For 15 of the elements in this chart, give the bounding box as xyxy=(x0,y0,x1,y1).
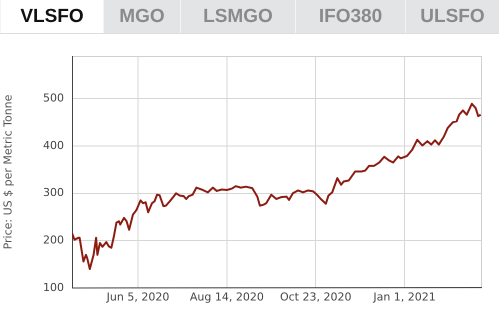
x-tick-label: Oct 23, 2020 xyxy=(280,290,352,304)
y-tick-label: 500 xyxy=(43,91,64,104)
y-tick-label: 400 xyxy=(43,138,64,152)
text: ULSFO xyxy=(405,0,499,33)
x-tick-label: Aug 14, 2020 xyxy=(190,290,264,304)
text: IFO380 xyxy=(295,0,405,33)
y-tick-label: 100 xyxy=(43,280,64,294)
chart-title: VLSFO xyxy=(0,0,103,33)
x-tick-label: Jun 5, 2020 xyxy=(106,290,170,304)
y-tick-label: 300 xyxy=(43,186,64,200)
text: MGO xyxy=(103,0,180,33)
text: LSMGO xyxy=(180,0,295,33)
y-axis-title: Price: US $ per Metric Tonne xyxy=(1,94,14,250)
y-tick-label: 200 xyxy=(43,234,64,247)
x-tick-label: Jan 1, 2021 xyxy=(372,290,436,304)
